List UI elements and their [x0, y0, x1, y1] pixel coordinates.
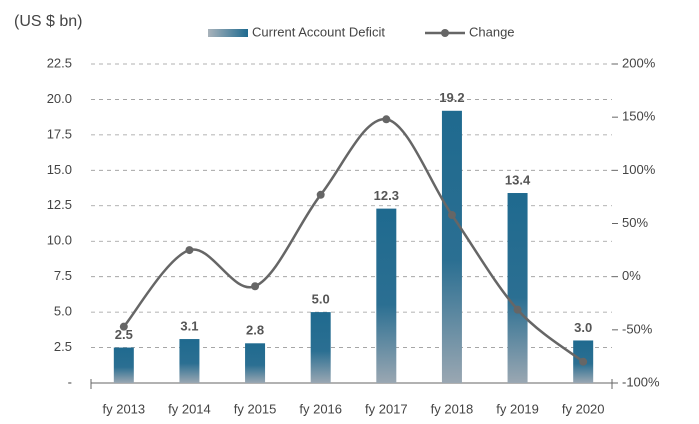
- y-tick-label: 5.0: [54, 304, 72, 319]
- y-tick-label: 2.5: [54, 339, 72, 354]
- y2-tick-label: 100%: [622, 162, 656, 177]
- y-axis-label: (US $ bn): [14, 13, 82, 30]
- legend-label: Change: [469, 24, 515, 39]
- y-tick-label: 7.5: [54, 268, 72, 283]
- value-label: 5.0: [312, 292, 330, 307]
- y-tick-label: 10.0: [47, 233, 72, 248]
- value-label: 2.8: [246, 323, 264, 338]
- x-tick-label: fy 2014: [168, 401, 211, 416]
- y2-tick-label: 50%: [622, 215, 648, 230]
- value-label: 12.3: [374, 188, 399, 203]
- y2-tick-label: -100%: [622, 374, 660, 389]
- line-point: [447, 210, 456, 219]
- y-tick-label: 12.5: [47, 197, 72, 212]
- x-tick-label: fy 2017: [365, 401, 408, 416]
- line-point: [251, 282, 260, 291]
- x-tick-label: fy 2013: [102, 401, 145, 416]
- y2-tick-label: 150%: [622, 109, 656, 124]
- bar: [441, 110, 462, 383]
- bar: [245, 343, 266, 383]
- value-label: 19.2: [439, 90, 464, 105]
- x-tick-label: fy 2018: [431, 401, 474, 416]
- bar: [179, 339, 200, 383]
- bar: [376, 208, 397, 383]
- line-point: [579, 357, 588, 366]
- y-tick-label: -: [68, 374, 72, 389]
- x-tick-label: fy 2015: [234, 401, 277, 416]
- y-tick-label: 20.0: [47, 91, 72, 106]
- y-tick-label: 17.5: [47, 126, 72, 141]
- bar: [310, 312, 331, 383]
- value-label: 3.0: [574, 320, 592, 335]
- line-point: [316, 190, 325, 199]
- y-tick-label: 22.5: [47, 55, 72, 70]
- line-point: [513, 305, 522, 314]
- value-label: 2.5: [115, 327, 133, 342]
- legend-swatch: [441, 29, 449, 37]
- value-label: 13.4: [505, 172, 531, 187]
- bar: [113, 347, 134, 383]
- y-tick-label: 15.0: [47, 162, 72, 177]
- legend-swatch: [208, 29, 248, 37]
- value-label: 3.1: [180, 318, 198, 333]
- line-point: [119, 322, 128, 331]
- y2-tick-label: -50%: [622, 321, 653, 336]
- y2-tick-label: 0%: [622, 268, 641, 283]
- line-point: [382, 115, 391, 124]
- y2-tick-label: 200%: [622, 55, 656, 70]
- line: [122, 118, 584, 363]
- bar: [507, 193, 528, 383]
- x-tick-label: fy 2019: [496, 401, 539, 416]
- x-tick-label: fy 2020: [562, 401, 605, 416]
- x-tick-label: fy 2016: [299, 401, 342, 416]
- line-point: [185, 246, 194, 255]
- legend-label: Current Account Deficit: [252, 24, 385, 39]
